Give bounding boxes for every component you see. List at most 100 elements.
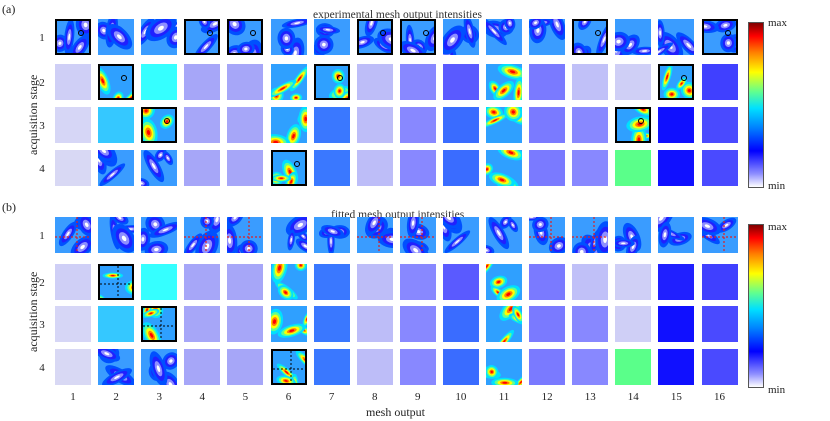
mesh-tile-r4-c13 xyxy=(572,349,609,385)
mesh-tile-r2-c12 xyxy=(529,64,566,100)
mesh-tile-r2-c3 xyxy=(141,264,178,300)
panel-b-colorbar-max: max xyxy=(768,221,787,233)
mesh-tile-r4-c11 xyxy=(486,150,522,186)
mesh-tile-r1-c5 xyxy=(227,217,264,253)
mesh-tile-r2-c6 xyxy=(270,64,307,100)
mesh-tile-r3-c12 xyxy=(529,306,566,342)
mesh-tile-r3-c6 xyxy=(270,306,307,342)
mesh-tile-r2-c16 xyxy=(701,64,738,100)
mesh-tile-r1-c16 xyxy=(701,217,738,253)
panel-b-colorbar-min: min xyxy=(768,384,786,396)
mesh-tile-r4-c9 xyxy=(399,349,436,385)
col-label-14: 14 xyxy=(627,391,639,403)
mesh-tile-r3-c4 xyxy=(184,306,221,342)
mesh-tile-r2-c4 xyxy=(184,264,221,300)
mesh-tile-r3-c13 xyxy=(572,107,609,143)
mesh-tile-r4-c6 xyxy=(270,349,307,385)
mesh-tile-r3-c6 xyxy=(270,107,307,143)
mesh-tile-r1-c14 xyxy=(615,19,652,55)
mesh-tile-r2-c13 xyxy=(572,64,609,100)
mesh-tile-r2-c14 xyxy=(615,264,652,300)
mesh-tile-r1-c8 xyxy=(356,19,393,55)
col-label-4: 4 xyxy=(199,391,206,403)
mesh-tile-r1-c14 xyxy=(615,217,652,253)
mesh-tile-r1-c2 xyxy=(98,217,135,253)
mesh-tile-r1-c16 xyxy=(701,19,738,55)
mesh-tile-r2-c9 xyxy=(399,64,436,100)
mesh-tile-r2-c8 xyxy=(356,264,393,300)
mesh-tile-r4-c13 xyxy=(572,150,609,186)
mesh-tile-r2-c16 xyxy=(701,264,738,300)
x-axis-label: mesh output xyxy=(366,405,425,419)
panel-a-label: (a) xyxy=(2,2,16,16)
mesh-tile-r1-c15 xyxy=(658,217,695,253)
mesh-tile-r1-c10 xyxy=(442,217,479,253)
mesh-tile-r2-c15 xyxy=(658,264,695,300)
mesh-tile-r2-c11 xyxy=(486,64,522,100)
mesh-tile-r3-c8 xyxy=(356,107,393,143)
col-label-3: 3 xyxy=(156,391,162,403)
mesh-tile-r3-c14 xyxy=(615,107,652,143)
mesh-tile-r1-c13 xyxy=(572,217,609,253)
mesh-tile-r4-c1 xyxy=(55,349,91,385)
mesh-tile-r2-c5 xyxy=(227,64,264,100)
mesh-tile-r3-c4 xyxy=(184,107,221,143)
mesh-tile-r4-c2 xyxy=(98,349,135,385)
mesh-tile-r3-c8 xyxy=(356,306,393,342)
mesh-tile-r1-c7 xyxy=(313,217,350,253)
col-label-10: 10 xyxy=(455,391,467,403)
mesh-tile-r4-c3 xyxy=(141,349,178,385)
mesh-tile-r2-c2 xyxy=(98,64,135,100)
mesh-tile-r3-c1 xyxy=(55,306,91,342)
row-label-1: 1 xyxy=(39,32,45,44)
mesh-tile-r3-c9 xyxy=(399,306,436,342)
mesh-tile-r1-c13 xyxy=(572,19,609,55)
mesh-tile-r2-c15 xyxy=(658,64,695,100)
mesh-tile-r2-c14 xyxy=(615,64,652,100)
mesh-tile-r3-c16 xyxy=(701,107,738,143)
mesh-tile-r4-c3 xyxy=(141,150,178,186)
mesh-tile-r1-c12 xyxy=(529,19,566,55)
mesh-tile-r4-c16 xyxy=(701,150,738,186)
mesh-tile-r3-c12 xyxy=(529,107,566,143)
mesh-tile-r1-c6 xyxy=(270,19,307,55)
mesh-tile-r1-c1 xyxy=(55,217,91,253)
mesh-tile-r1-c11 xyxy=(486,19,522,55)
mesh-tile-r3-c7 xyxy=(313,306,350,342)
mesh-tile-r1-c5 xyxy=(227,19,264,55)
mesh-tile-r2-c6 xyxy=(270,264,307,300)
row-label-2: 2 xyxy=(39,277,45,289)
mesh-tile-r3-c14 xyxy=(615,306,652,342)
mesh-tile-r4-c4 xyxy=(184,349,221,385)
mesh-tile-r3-c3 xyxy=(141,306,178,342)
col-label-9: 9 xyxy=(415,391,421,403)
mesh-tile-r2-c8 xyxy=(356,64,393,100)
mesh-tile-r2-c7 xyxy=(313,64,350,100)
mesh-tile-r1-c11 xyxy=(486,217,522,253)
mesh-tile-r1-c15 xyxy=(658,19,695,55)
mesh-tile-r3-c10 xyxy=(442,107,479,143)
mesh-tile-r3-c11 xyxy=(486,107,522,143)
mesh-tile-r4-c14 xyxy=(615,150,652,186)
mesh-tile-r2-c5 xyxy=(227,264,264,300)
col-label-7: 7 xyxy=(328,391,335,403)
panel-a-colorbar-min: min xyxy=(768,180,786,192)
panel-a-colorbar xyxy=(748,22,764,188)
mesh-tile-r1-c10 xyxy=(442,19,479,55)
mesh-tile-r4-c15 xyxy=(658,150,695,186)
mesh-tile-r1-c6 xyxy=(270,217,307,253)
mesh-tile-r1-c9 xyxy=(399,19,436,55)
row-label-2: 2 xyxy=(39,77,45,89)
mesh-tile-r2-c1 xyxy=(55,264,91,300)
mesh-tile-r3-c3 xyxy=(141,107,178,143)
mesh-tile-r2-c1 xyxy=(55,64,91,100)
col-label-2: 2 xyxy=(113,391,119,403)
mesh-tile-r4-c6 xyxy=(270,150,307,186)
mesh-tile-r4-c12 xyxy=(529,150,566,186)
mesh-tile-r2-c12 xyxy=(529,264,566,300)
mesh-tile-r3-c1 xyxy=(55,107,91,143)
mesh-tile-r1-c9 xyxy=(399,217,436,253)
mesh-tile-r2-c3 xyxy=(141,64,178,100)
mesh-tile-r4-c1 xyxy=(55,150,91,186)
mesh-tile-r3-c16 xyxy=(701,306,738,342)
